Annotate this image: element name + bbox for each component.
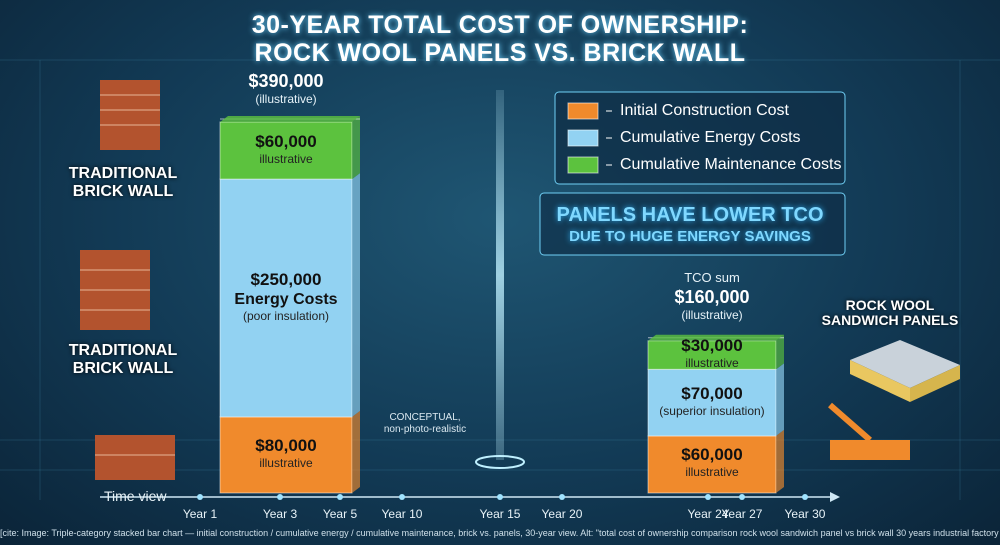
bar-side [776, 334, 784, 370]
time-tick [399, 494, 405, 500]
segment-note: (poor insulation) [242, 308, 330, 323]
time-tick-label: Year 30 [784, 507, 826, 521]
legend-swatch [567, 102, 599, 120]
legend-box [554, 91, 846, 185]
time-tick [559, 494, 565, 500]
callout: DUE TO HUGE ENERGY SAVINGS [569, 228, 811, 245]
segment-note: Energy Costs [234, 290, 338, 308]
segment-note: (superior insulation) [659, 403, 765, 418]
bar-top [648, 334, 784, 341]
time-tick [197, 494, 203, 500]
segment-value-label: $80,000 [255, 435, 317, 455]
time-tick-label: Year 20 [541, 507, 583, 521]
total-label: $160,000 [674, 286, 750, 307]
bar-side [776, 363, 784, 436]
segment-value-label: $60,000 [681, 445, 743, 465]
panel-illustration [828, 340, 960, 460]
note: CONCEPTUAL, [389, 412, 461, 423]
bar-segment [647, 435, 777, 494]
segment-note: illustrative [685, 465, 739, 480]
time-tick [802, 494, 808, 500]
category-label: TRADITIONAL BRICK WALL [68, 165, 178, 200]
time-axis-label: Time view [104, 488, 167, 504]
time-tick [705, 494, 711, 500]
total-note: (illustrative) [255, 92, 317, 106]
time-glow-line [496, 90, 504, 460]
category-label: TRADITIONAL BRICK WALL [68, 342, 178, 377]
bar-segment [647, 340, 777, 370]
time-axis-arrow [830, 492, 840, 502]
time-tick [497, 494, 503, 500]
bar-segment [219, 416, 353, 494]
time-tick-label: Year 15 [479, 507, 521, 521]
segment-note: illustrative [685, 356, 739, 371]
title: ROCK WOOL PANELS VS. BRICK WALL [254, 39, 746, 67]
title: 30-YEAR TOTAL COST OF OWNERSHIP: [251, 11, 749, 39]
segment-value-label: $60,000 [255, 131, 317, 151]
bar-side [352, 173, 360, 417]
callout: PANELS HAVE LOWER TCO [556, 204, 824, 226]
bar-segment [219, 178, 353, 418]
total-caption: TCO sum [684, 269, 740, 285]
legend-swatch [567, 129, 599, 147]
bar-top [220, 116, 360, 122]
time-tick-label: Year 1 [182, 507, 218, 521]
time-tick [277, 494, 283, 500]
brick-illustration [80, 80, 175, 480]
category-label: ROCK WOOL SANDWICH PANELS [821, 297, 959, 329]
legend-label: Cumulative Maintenance Costs [620, 156, 842, 173]
segment-note: illustrative [259, 151, 313, 166]
time-tick-label: Year 3 [262, 507, 298, 521]
time-tick-label: Year 24 [687, 507, 729, 521]
bar-side [776, 429, 784, 493]
time-tick-label: Year 27 [721, 507, 763, 521]
caption: [cite: Image: Triple-category stacked ba… [0, 528, 1000, 538]
segment-note: illustrative [259, 455, 313, 470]
total-label: $390,000 [248, 71, 324, 91]
legend-label: Cumulative Energy Costs [620, 129, 801, 146]
segment-value-label: $30,000 [681, 336, 743, 356]
segment-value-label: $70,000 [681, 383, 743, 403]
total-note: (illustrative) [681, 307, 743, 322]
time-tick [739, 494, 745, 500]
time-tick-label: Year 10 [381, 507, 423, 521]
bar-segment [647, 368, 777, 437]
time-tick-label: Year 5 [322, 507, 358, 521]
time-tick [337, 494, 343, 500]
note: non-photo-realistic [383, 424, 467, 435]
glow-base [475, 455, 525, 469]
segment-value-label: $250,000 [250, 269, 322, 289]
bar-side [352, 116, 360, 180]
bar-side [352, 410, 360, 493]
legend-swatch [567, 156, 599, 174]
legend-label: Initial Construction Cost [620, 102, 789, 119]
callout-box [539, 192, 846, 256]
